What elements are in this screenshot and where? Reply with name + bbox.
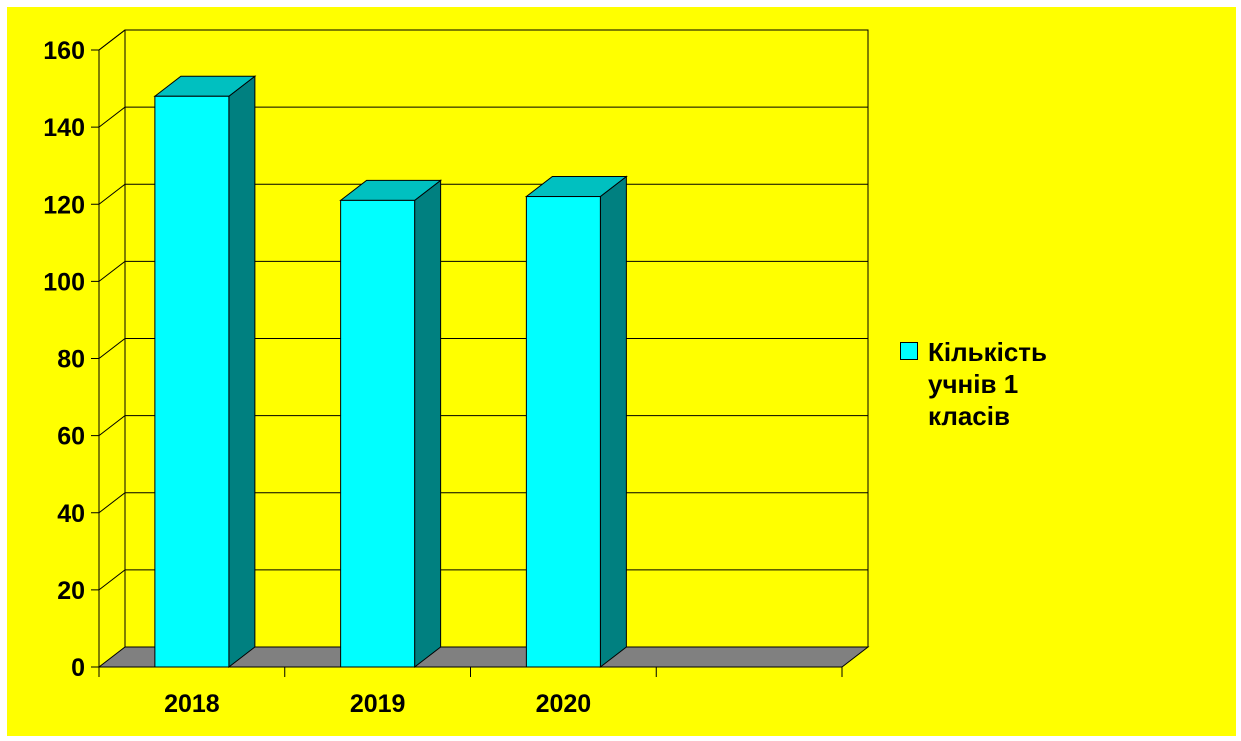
x-category-label: 2019 bbox=[350, 690, 406, 718]
y-tick-label: 20 bbox=[57, 577, 85, 605]
y-tick-label: 60 bbox=[57, 423, 85, 451]
x-category-label: 2020 bbox=[536, 690, 592, 718]
y-tick-label: 0 bbox=[71, 654, 85, 682]
y-tick-label: 160 bbox=[43, 37, 85, 65]
y-axis-depth bbox=[98, 29, 126, 51]
x-category-label: 2018 bbox=[164, 690, 220, 718]
legend-swatch bbox=[900, 342, 918, 360]
bar-side-face bbox=[228, 75, 256, 669]
y-tick-label: 140 bbox=[43, 114, 85, 142]
y-tick-label: 100 bbox=[43, 268, 85, 296]
y-tick-label: 120 bbox=[43, 191, 85, 219]
gridline bbox=[98, 106, 868, 128]
y-tick-label: 80 bbox=[57, 346, 85, 374]
legend-label: Кількість учнів 1 класів bbox=[928, 337, 1048, 431]
bar-2020 bbox=[525, 196, 601, 668]
bar-2019 bbox=[340, 199, 416, 668]
bar-2018 bbox=[154, 95, 230, 668]
y-tick-label: 40 bbox=[57, 500, 85, 528]
bar-side-face bbox=[599, 175, 627, 669]
gridline bbox=[98, 29, 868, 51]
bar-side-face bbox=[414, 179, 442, 669]
